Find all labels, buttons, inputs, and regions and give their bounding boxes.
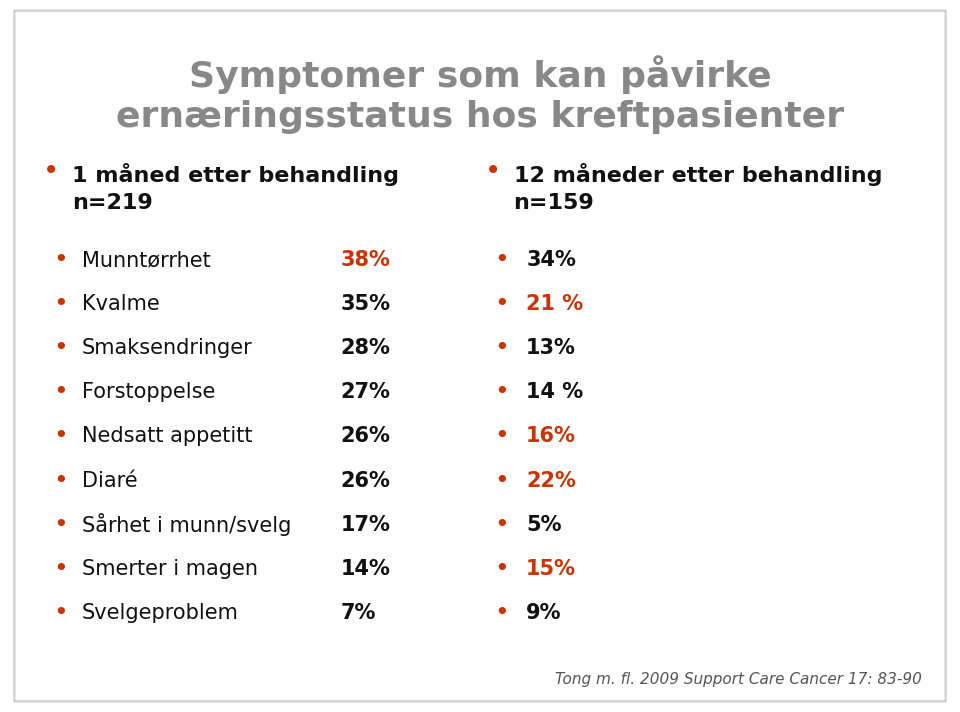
Text: 17%: 17% (341, 515, 391, 535)
Text: n=159: n=159 (514, 193, 594, 213)
Text: •: • (485, 157, 501, 185)
Text: •: • (53, 336, 67, 360)
Text: •: • (53, 601, 67, 625)
Text: •: • (53, 424, 67, 449)
Text: Symptomer som kan påvirke: Symptomer som kan påvirke (189, 56, 771, 94)
Text: 5%: 5% (526, 515, 562, 535)
Text: •: • (53, 557, 67, 581)
Text: Forstoppelse: Forstoppelse (82, 382, 215, 402)
Text: •: • (494, 248, 509, 272)
Text: Smaksendringer: Smaksendringer (82, 338, 252, 358)
Text: 21 %: 21 % (526, 294, 584, 314)
Text: 26%: 26% (341, 426, 391, 446)
Text: 14 %: 14 % (526, 382, 584, 402)
Text: •: • (43, 157, 60, 185)
Text: 14%: 14% (341, 559, 391, 579)
Text: •: • (494, 380, 509, 404)
Text: Svelgeproblem: Svelgeproblem (82, 603, 238, 623)
Text: 15%: 15% (526, 559, 576, 579)
Text: 9%: 9% (526, 603, 562, 623)
Text: Munntørrhet: Munntørrhet (82, 250, 210, 270)
Text: 28%: 28% (341, 338, 391, 358)
Text: Smerter i magen: Smerter i magen (82, 559, 257, 579)
Text: Nedsatt appetitt: Nedsatt appetitt (82, 426, 252, 446)
Text: 27%: 27% (341, 382, 391, 402)
Text: •: • (53, 513, 67, 537)
Text: •: • (494, 557, 509, 581)
Text: 26%: 26% (341, 471, 391, 491)
Text: 7%: 7% (341, 603, 376, 623)
Text: •: • (494, 424, 509, 449)
Text: Kvalme: Kvalme (82, 294, 159, 314)
Text: 38%: 38% (341, 250, 391, 270)
Text: Tong m. fl. 2009 Support Care Cancer 17: 83-90: Tong m. fl. 2009 Support Care Cancer 17:… (555, 672, 922, 688)
Text: •: • (53, 248, 67, 272)
Text: 16%: 16% (526, 426, 576, 446)
Text: 35%: 35% (341, 294, 391, 314)
Text: •: • (494, 468, 509, 493)
Text: •: • (53, 468, 67, 493)
Text: 1 måned etter behandling: 1 måned etter behandling (72, 163, 399, 186)
Text: ernæringsstatus hos kreftpasienter: ernæringsstatus hos kreftpasienter (116, 100, 844, 135)
Text: Diaré: Diaré (82, 471, 137, 491)
Text: 22%: 22% (526, 471, 576, 491)
Text: 34%: 34% (526, 250, 576, 270)
Text: n=219: n=219 (72, 193, 153, 213)
Text: •: • (494, 292, 509, 316)
Text: •: • (494, 336, 509, 360)
Text: •: • (494, 513, 509, 537)
Text: 13%: 13% (526, 338, 576, 358)
Text: •: • (53, 380, 67, 404)
Text: Sårhet i munn/svelg: Sårhet i munn/svelg (82, 513, 291, 536)
Text: •: • (53, 292, 67, 316)
Text: 12 måneder etter behandling: 12 måneder etter behandling (514, 163, 882, 186)
Text: •: • (494, 601, 509, 625)
